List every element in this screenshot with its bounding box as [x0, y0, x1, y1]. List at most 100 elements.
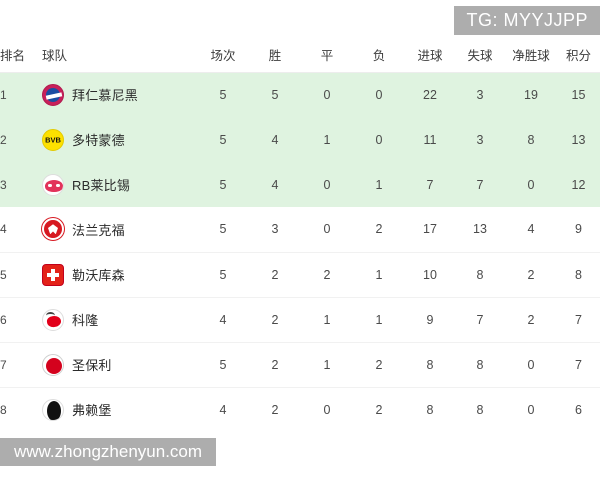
table-header: 排名 球队 场次 胜 平 负 进球 失球 净胜球 积分	[0, 38, 600, 73]
cell-points: 7	[557, 296, 600, 342]
header-points[interactable]: 积分	[557, 38, 600, 73]
cell-lost: 2	[353, 386, 405, 432]
header-lost[interactable]: 负	[353, 38, 405, 73]
cell-won: 2	[249, 341, 301, 387]
cell-rank: 1	[0, 87, 7, 102]
header-won[interactable]: 胜	[249, 38, 301, 73]
header-goal-diff[interactable]: 净胜球	[505, 38, 557, 73]
header-rank[interactable]: 排名	[0, 38, 42, 73]
cell-goal-diff: 4	[527, 222, 535, 237]
cell-team[interactable]: 法兰克福	[42, 207, 197, 252]
header-team[interactable]: 球队	[42, 38, 197, 73]
team-name: 拜仁慕尼黑	[72, 88, 139, 104]
cell-drawn: 1	[323, 132, 331, 147]
cell-goal-diff: 0	[505, 341, 557, 387]
league-standings-table: 排名 球队 场次 胜 平 负 进球 失球 净胜球 积分 1 拜仁慕尼黑 5 5 0 0 22…	[0, 38, 600, 432]
koln-crest-icon	[42, 308, 64, 331]
team-name: 勒沃库森	[72, 268, 125, 283]
cell-team[interactable]: RB莱比锡	[42, 162, 197, 207]
cell-goals-for: 8	[405, 386, 455, 432]
frankfurt-crest-icon	[42, 218, 64, 241]
cell-rank: 5	[0, 251, 42, 297]
cell-drawn: 0	[323, 177, 331, 192]
cell-team[interactable]: 勒沃库森	[42, 251, 197, 297]
cell-goals-for: 8	[405, 341, 455, 387]
freiburg-crest-icon	[42, 398, 64, 421]
header-goals-against[interactable]: 失球	[455, 38, 505, 73]
cell-lost: 2	[353, 341, 405, 387]
cell-goal-diff: 8	[527, 132, 535, 147]
cell-played: 5	[219, 177, 227, 192]
table-row[interactable]: 2 BVB 多特蒙德 5 4 1 0 11 3 8 13	[0, 117, 600, 162]
cell-team[interactable]: 拜仁慕尼黑	[42, 72, 197, 117]
cell-goals-against: 8	[455, 251, 505, 297]
cell-drawn: 1	[301, 341, 353, 387]
table-row[interactable]: 4 法兰克福 5 3 0 2 17 13 4 9	[0, 207, 600, 252]
table-row[interactable]: 7 圣保利 5 2 1 2 8 8 0 7	[0, 341, 600, 387]
cell-lost: 0	[375, 132, 383, 147]
table-row[interactable]: 3 RB莱比锡 5 4 0 1 7 7 0 12	[0, 162, 600, 207]
cell-goal-diff: 0	[527, 177, 535, 192]
cell-points: 6	[557, 386, 600, 432]
cell-goals-for: 9	[405, 296, 455, 342]
cell-goals-for: 17	[423, 222, 437, 237]
cell-rank: 7	[0, 341, 42, 387]
cell-team[interactable]: 弗赖堡	[42, 386, 197, 432]
cell-goal-diff: 2	[505, 296, 557, 342]
cell-won: 2	[249, 296, 301, 342]
cell-points: 7	[557, 341, 600, 387]
cell-played: 5	[219, 132, 227, 147]
cell-lost: 1	[353, 251, 405, 297]
team-name: 圣保利	[72, 358, 112, 373]
cell-goals-against: 7	[476, 177, 484, 192]
team-name: 弗赖堡	[72, 403, 112, 419]
cell-goal-diff: 2	[505, 251, 557, 297]
cell-rank: 2	[0, 132, 7, 147]
cell-team[interactable]: 圣保利	[42, 341, 197, 387]
cell-points: 12	[571, 177, 586, 192]
cell-rank: 6	[0, 296, 42, 342]
site-watermark: www.zhongzhenyun.com	[0, 438, 217, 466]
cell-played: 5	[197, 251, 249, 297]
cell-rank: 8	[0, 386, 42, 432]
table-row[interactable]: 1 拜仁慕尼黑 5 5 0 0 22 3 19 15	[0, 72, 600, 117]
cell-rank: 3	[0, 177, 7, 192]
cell-points: 8	[557, 251, 600, 297]
cell-played: 5	[197, 341, 249, 387]
cell-played: 5	[219, 222, 227, 237]
cell-team[interactable]: 科隆	[42, 296, 197, 342]
cell-drawn: 1	[301, 296, 353, 342]
header-played[interactable]: 场次	[197, 38, 249, 73]
cell-goals-against: 3	[476, 132, 484, 147]
cell-goals-against: 7	[455, 296, 505, 342]
cell-won: 3	[271, 222, 279, 237]
cell-played: 5	[219, 87, 227, 102]
header-goals-for[interactable]: 进球	[405, 38, 455, 73]
table-header-row: 排名 球队 场次 胜 平 负 进球 失球 净胜球 积分	[0, 38, 600, 73]
cell-goal-diff: 0	[505, 386, 557, 432]
cell-played: 4	[197, 386, 249, 432]
cell-goals-against: 3	[476, 87, 484, 102]
cell-won: 4	[271, 132, 279, 147]
cell-team[interactable]: BVB 多特蒙德	[42, 117, 197, 162]
table-row[interactable]: 5 勒沃库森 5 2 2 1 10 8 2 8	[0, 251, 600, 297]
cell-points: 13	[571, 132, 586, 147]
cell-points: 15	[571, 87, 586, 102]
cell-goals-for: 7	[426, 177, 434, 192]
cell-goals-for: 22	[423, 87, 437, 102]
cell-goal-diff: 19	[524, 87, 538, 102]
leverkusen-crest-icon	[42, 263, 64, 286]
dortmund-crest-icon: BVB	[42, 128, 64, 151]
cell-won: 2	[249, 251, 301, 297]
cell-played: 4	[197, 296, 249, 342]
cell-won: 4	[271, 177, 279, 192]
cell-lost: 2	[375, 222, 383, 237]
table-row[interactable]: 6 科隆 4 2 1 1 9 7 2 7	[0, 296, 600, 342]
cell-drawn: 2	[301, 251, 353, 297]
header-drawn[interactable]: 平	[301, 38, 353, 73]
cell-points: 9	[575, 222, 582, 237]
cell-drawn: 0	[323, 87, 331, 102]
table-row[interactable]: 8 弗赖堡 4 2 0 2 8 8 0 6	[0, 386, 600, 432]
table-body: 1 拜仁慕尼黑 5 5 0 0 22 3 19 15 2 BVB 多特蒙德 5 4 1 0 11 3 8 13 3 RB莱比…	[0, 72, 600, 432]
cell-goals-against: 8	[455, 341, 505, 387]
